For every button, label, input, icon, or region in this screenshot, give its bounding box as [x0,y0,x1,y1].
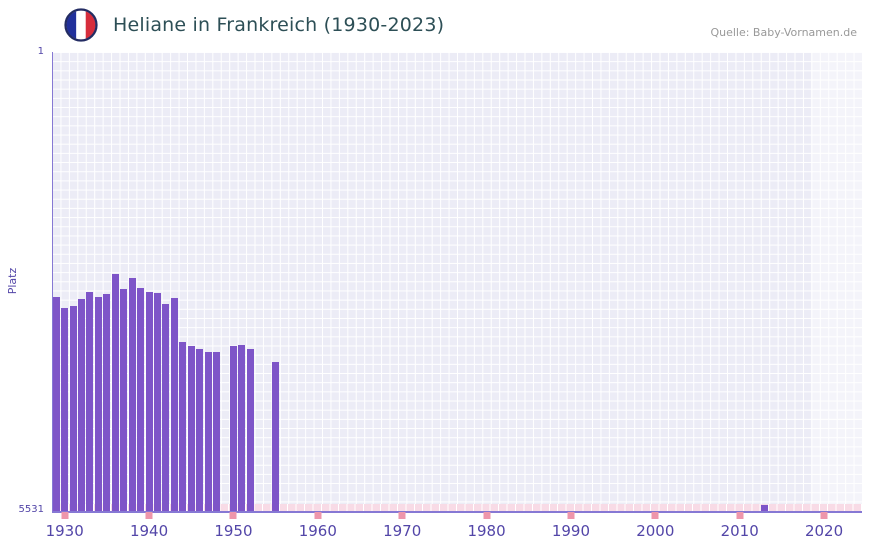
bar-1931[interactable] [69,305,77,511]
bar-1940[interactable] [145,291,153,511]
x-tick-label-1940: 1940 [129,522,169,540]
bar-1941[interactable] [153,292,161,511]
bar-1929[interactable] [52,296,60,511]
x-tick-label-1990: 1990 [551,522,590,540]
bar-1939[interactable] [137,287,145,511]
plot-area [52,52,862,511]
y-axis-title: Platz [6,267,19,295]
x-tick-mark-1950 [229,512,237,519]
x-tick-mark-1960 [314,512,322,519]
source-attribution: Quelle: Baby-Vornamen.de [710,26,857,39]
x-tick-label-1950: 1950 [214,522,253,540]
bar-1944[interactable] [179,341,187,511]
x-tick-label-1970: 1970 [383,522,422,540]
bar-1936[interactable] [111,273,119,511]
x-tick-mark-1980 [483,512,491,519]
bar-1951[interactable] [238,344,246,511]
bar-1937[interactable] [120,289,128,511]
bar-1938[interactable] [128,277,136,511]
y-tick-label-bottom: 5531 [18,504,44,515]
bar-1955[interactable] [272,361,280,511]
x-tick-mark-2000 [651,512,659,519]
x-tick-mark-2020 [820,512,828,519]
bar-1935[interactable] [103,293,111,511]
bar-1948[interactable] [213,352,221,511]
x-tick-mark-1930 [61,512,69,519]
y-tick-label-top: 1 [37,46,44,57]
bar-1942[interactable] [162,304,170,511]
chart-header: Heliane in Frankreich (1930-2023) [64,7,444,43]
x-tick-label-1930: 1930 [45,522,84,540]
bar-1933[interactable] [86,291,94,511]
chart-title: Heliane in Frankreich (1930-2023) [113,14,445,36]
bar-2013[interactable] [761,505,769,511]
x-tick-label-2010: 2010 [720,522,759,540]
x-tick-mark-1970 [398,512,406,519]
recent-years-band [811,52,862,511]
bar-1930[interactable] [61,308,69,511]
x-tick-label-2000: 2000 [636,522,675,540]
bar-1934[interactable] [94,296,102,511]
bar-1946[interactable] [196,349,204,511]
x-tick-label-1960: 1960 [298,522,337,540]
bar-1952[interactable] [246,349,254,511]
bar-1950[interactable] [229,345,237,511]
x-axis-line [52,511,862,513]
france-flag-icon [64,8,98,42]
x-tick-mark-1990 [567,512,575,519]
y-axis-line [52,52,53,511]
x-tick-label-1980: 1980 [467,522,506,540]
bar-1945[interactable] [187,345,195,511]
bar-1932[interactable] [78,299,86,511]
no-data-strip [52,504,862,511]
bar-1943[interactable] [170,297,178,511]
x-tick-mark-2010 [736,512,744,519]
bar-1947[interactable] [204,351,212,511]
x-axis: 1930 1940 1950 1960 1970 1980 1990 2000 2010 2020 [46,512,862,548]
x-tick-mark-1940 [145,512,153,519]
x-tick-label-2020: 2020 [804,522,844,540]
